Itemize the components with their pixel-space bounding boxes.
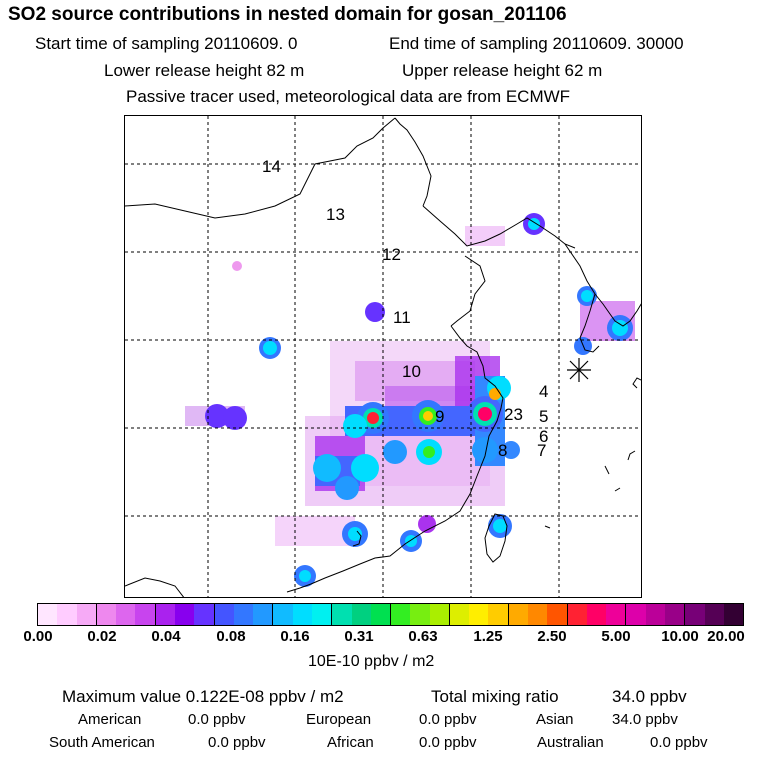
tracer-note: Passive tracer used, meteorological data… [126, 87, 571, 106]
region-label-11: 11 [393, 308, 411, 327]
color-swatch [606, 604, 627, 625]
region-label-14: 14 [262, 157, 281, 176]
scale-tick: 2.50 [537, 628, 567, 645]
scale-tick: 1.25 [473, 628, 503, 645]
color-swatch [332, 604, 352, 625]
stat-label-south-american: South American [49, 734, 155, 751]
stat-value-asian: 34.0 ppbv [612, 711, 678, 728]
region-labels: 14 13 12 11 10 9 23 4 5 6 8 7 [262, 157, 548, 460]
stat-label-african: African [327, 734, 374, 751]
stat-label-american: American [78, 711, 142, 728]
color-swatch [391, 604, 411, 625]
color-scale-bar [37, 603, 744, 626]
color-swatch [370, 604, 392, 625]
scale-tick: 20.00 [707, 628, 745, 645]
scale-tick: 10.00 [661, 628, 699, 645]
color-swatch [488, 604, 509, 625]
color-swatch [508, 604, 529, 625]
color-swatch [528, 604, 548, 625]
max-value-label: Maximum value 0.122E-08 ppbv / m2 [62, 687, 344, 706]
region-label-23: 23 [504, 405, 523, 424]
color-swatch [449, 604, 470, 625]
region-label-6: 6 [539, 427, 548, 446]
region-label-8: 8 [498, 441, 507, 460]
region-label-9: 9 [435, 407, 444, 426]
color-swatch [665, 604, 686, 625]
stat-label-european: European [306, 711, 372, 728]
color-swatch [547, 604, 568, 625]
color-swatch [685, 604, 705, 625]
stat-value-american: 0.0 ppbv [188, 711, 246, 728]
color-swatch [704, 604, 724, 625]
color-swatch [410, 604, 430, 625]
color-swatch [351, 604, 371, 625]
color-swatch [194, 604, 215, 625]
coastline [125, 117, 641, 597]
region-label-5: 5 [539, 407, 548, 426]
color-swatch [253, 604, 274, 625]
stat-label-asian: Asian [536, 711, 574, 728]
color-swatch [38, 604, 58, 625]
total-mixing-label: Total mixing ratio [431, 687, 559, 706]
color-swatch [96, 604, 117, 625]
color-swatch [76, 604, 97, 625]
color-swatch [567, 604, 587, 625]
scale-tick: 0.63 [408, 628, 438, 645]
region-label-4: 4 [539, 382, 548, 401]
region-label-13: 13 [326, 205, 345, 224]
stat-value-european: 0.0 ppbv [419, 711, 477, 728]
color-swatch [214, 604, 234, 625]
scale-tick: 0.00 [23, 628, 53, 645]
asterisk-receptor-icon [567, 358, 591, 382]
scale-tick: 0.31 [344, 628, 374, 645]
color-swatch [429, 604, 450, 625]
color-swatch [626, 604, 646, 625]
region-label-10: 10 [402, 362, 421, 381]
stat-label-australian: Australian [537, 734, 604, 751]
color-swatch [174, 604, 195, 625]
lat-lon-grid [125, 116, 641, 597]
color-swatch [155, 604, 175, 625]
color-swatch [645, 604, 665, 625]
map-panel: 14 13 12 11 10 9 23 4 5 6 8 7 [124, 115, 642, 598]
concentration-field [185, 213, 635, 587]
scale-tick: 0.16 [280, 628, 310, 645]
color-swatch [135, 604, 156, 625]
figure-title: SO2 source contributions in nested domai… [8, 4, 567, 25]
stat-value-australian: 0.0 ppbv [650, 734, 708, 751]
lower-release-label: Lower release height 82 m [104, 61, 305, 80]
color-swatch [233, 604, 254, 625]
color-swatch [292, 604, 312, 625]
end-time-label: End time of sampling 20110609. 30000 [389, 34, 684, 53]
map-canvas: 14 13 12 11 10 9 23 4 5 6 8 7 [125, 116, 641, 597]
stat-value-african: 0.0 ppbv [419, 734, 477, 751]
color-swatch [311, 604, 333, 625]
color-swatch [57, 604, 77, 625]
color-swatch [586, 604, 607, 625]
scale-tick: 0.08 [216, 628, 246, 645]
upper-release-label: Upper release height 62 m [402, 61, 603, 80]
region-label-7: 7 [537, 441, 546, 460]
region-label-12: 12 [382, 245, 401, 264]
colorbar-unit: 10E-10 ppbv / m2 [308, 653, 435, 670]
scale-tick: 0.02 [87, 628, 117, 645]
stat-value-south-american: 0.0 ppbv [208, 734, 266, 751]
color-swatch [723, 604, 744, 625]
color-swatch [273, 604, 293, 625]
start-time-label: Start time of sampling 20110609. 0 [35, 34, 298, 53]
color-swatch [116, 604, 136, 625]
color-swatch [469, 604, 489, 625]
scale-tick: 5.00 [601, 628, 631, 645]
total-mixing-value: 34.0 ppbv [612, 687, 687, 706]
scale-tick: 0.04 [151, 628, 181, 645]
